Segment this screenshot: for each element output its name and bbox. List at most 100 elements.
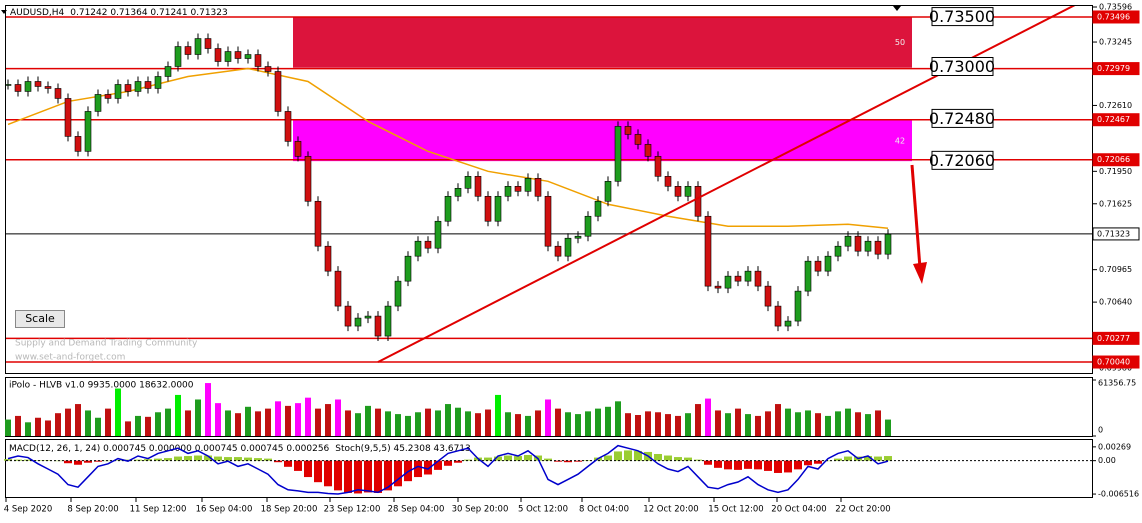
macd-bar bbox=[244, 457, 252, 461]
volume-bar bbox=[775, 404, 781, 436]
macd-bar bbox=[794, 460, 802, 470]
macd-bar bbox=[74, 460, 82, 465]
volume-bar bbox=[855, 412, 861, 436]
macd-bar bbox=[204, 455, 212, 461]
zone-label: 50 bbox=[895, 38, 905, 47]
volume-bar bbox=[585, 411, 591, 436]
candle-body bbox=[144, 81, 152, 89]
candle-body bbox=[434, 220, 442, 249]
volume-bar bbox=[15, 415, 21, 436]
volume-bar bbox=[865, 414, 871, 436]
zone bbox=[293, 16, 912, 68]
candle-body bbox=[414, 240, 422, 257]
level-tag bbox=[1092, 153, 1140, 167]
macd-bar bbox=[214, 456, 222, 461]
macd-bar bbox=[714, 460, 722, 468]
scale-button-label[interactable]: Scale bbox=[25, 312, 55, 325]
macd-bar bbox=[544, 458, 552, 461]
price-box-label: 0.72480 bbox=[929, 109, 995, 128]
volume-bar bbox=[885, 419, 891, 436]
x-tick-label: 8 Oct 04:00 bbox=[579, 505, 629, 515]
macd-bar bbox=[184, 456, 192, 461]
candle-body bbox=[604, 181, 612, 202]
candle-body bbox=[864, 240, 872, 252]
macd-bar bbox=[804, 460, 812, 466]
macd-bar bbox=[874, 456, 882, 461]
volume-bar bbox=[5, 419, 11, 436]
volume-bar bbox=[245, 406, 251, 436]
volume-bar bbox=[145, 416, 151, 436]
price-box bbox=[931, 150, 994, 170]
candle-body bbox=[134, 81, 142, 92]
macd-bar bbox=[834, 458, 842, 461]
candle-body bbox=[244, 54, 252, 59]
macd-bar bbox=[694, 459, 702, 461]
macd-bar bbox=[424, 460, 432, 475]
candle-body bbox=[494, 195, 502, 222]
candle-body bbox=[164, 66, 172, 77]
candle-body bbox=[34, 81, 42, 87]
sell-arrow bbox=[910, 164, 927, 284]
macd-bar bbox=[664, 455, 672, 461]
candle-body bbox=[814, 260, 822, 272]
watermark: www.set-and-forget.com bbox=[15, 353, 125, 363]
volume-bar bbox=[485, 409, 491, 436]
symbol-title: AUDUSD,H4 0.71242 0.71364 0.71241 0.71323 bbox=[10, 8, 228, 18]
macd-bar bbox=[4, 459, 12, 461]
candle-body bbox=[654, 156, 662, 177]
x-tick-label: 4 Sep 2020 bbox=[4, 505, 52, 515]
macd-bar bbox=[484, 457, 492, 461]
x-tick-label: 5 Oct 12:00 bbox=[518, 505, 568, 515]
volume-bar bbox=[465, 411, 471, 436]
macd-label: MACD(12, 26, 1, 24) 0.000745 0.000000 0.… bbox=[9, 444, 471, 454]
volume-bar bbox=[515, 414, 521, 436]
volume-bar bbox=[525, 415, 531, 436]
macd-panel bbox=[5, 439, 1093, 498]
volume-bar bbox=[325, 404, 331, 436]
candle-body bbox=[524, 178, 532, 192]
volume-bar bbox=[645, 411, 651, 436]
macd-bar bbox=[844, 456, 852, 461]
volume-bar bbox=[45, 420, 51, 436]
volume-bar bbox=[185, 410, 191, 436]
volume-bar bbox=[495, 394, 501, 436]
macd-bar bbox=[564, 460, 572, 463]
candle-body bbox=[204, 38, 212, 49]
candle-body bbox=[6, 84, 12, 86]
candle-body bbox=[744, 270, 752, 282]
volume-bar bbox=[755, 415, 761, 436]
macd-bar bbox=[734, 460, 742, 470]
level-tag bbox=[1092, 113, 1140, 127]
candle-body bbox=[174, 46, 182, 67]
price-box bbox=[931, 108, 994, 128]
scale-button[interactable] bbox=[15, 310, 65, 328]
macd-bar bbox=[374, 460, 382, 493]
candle-body bbox=[774, 305, 782, 327]
level-tag bbox=[1092, 355, 1140, 369]
candle-body bbox=[484, 195, 492, 222]
candle-body bbox=[194, 38, 202, 55]
volume-bar bbox=[395, 414, 401, 436]
candle-body bbox=[584, 215, 592, 237]
candle-body bbox=[304, 156, 312, 202]
volume-bar bbox=[55, 413, 61, 436]
candle-body bbox=[834, 245, 842, 257]
y-tick-label: 0.73245 bbox=[1099, 38, 1132, 47]
candle-body bbox=[884, 233, 892, 255]
candle-body bbox=[394, 280, 402, 307]
candle-body bbox=[634, 134, 642, 145]
volume-bar bbox=[785, 408, 791, 436]
macd-bar bbox=[304, 460, 312, 478]
level-label: 0.70277 bbox=[1097, 334, 1130, 343]
candle-body bbox=[224, 51, 232, 62]
volume-label: iPolo - HLVB v1.0 9935.0000 18632.0000 bbox=[9, 381, 194, 391]
macd-bar bbox=[284, 460, 292, 467]
watermark: Supply and Demand Trading Community bbox=[15, 339, 198, 349]
x-tick-label: 11 Sep 12:00 bbox=[130, 505, 187, 515]
macd-bar bbox=[254, 458, 262, 461]
macd-bar bbox=[194, 455, 202, 461]
volume-bar bbox=[575, 414, 581, 436]
candle-body bbox=[94, 94, 102, 112]
